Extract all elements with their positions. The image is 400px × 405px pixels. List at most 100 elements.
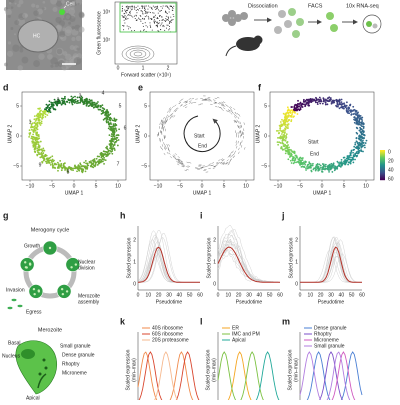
x-tick-label: 10	[226, 292, 232, 298]
event	[125, 11, 126, 12]
x-tick-label: 0	[73, 183, 76, 189]
x-tick-label: 0	[137, 292, 140, 298]
event	[126, 12, 127, 13]
mean-trace	[138, 247, 200, 282]
cell-point	[42, 114, 44, 116]
cell-point	[32, 133, 34, 135]
event	[138, 10, 139, 11]
cell-point	[328, 171, 330, 173]
nucleus	[61, 288, 63, 290]
event	[166, 19, 167, 20]
event	[172, 8, 173, 9]
x-axis-label: Forward scatter (×10⁵)	[121, 72, 171, 78]
cell-point	[293, 162, 295, 164]
y-tick-label: 5	[144, 103, 147, 109]
cell-point	[33, 118, 35, 120]
cell-point	[113, 148, 115, 150]
event	[134, 30, 135, 31]
cell-point	[307, 105, 309, 107]
event	[122, 10, 123, 11]
velocity-arrow	[162, 139, 163, 141]
event	[167, 25, 168, 26]
event	[153, 20, 154, 21]
cell-point	[114, 131, 116, 133]
cell-point	[310, 165, 312, 167]
velocity-arrow	[162, 148, 163, 150]
cell-point	[81, 170, 83, 172]
event	[150, 7, 151, 8]
cell-point	[286, 142, 288, 144]
velocity-arrow	[189, 162, 191, 163]
event	[141, 10, 142, 11]
cell-point	[31, 129, 33, 131]
cell-point	[340, 166, 342, 168]
colorbar-tick-label: 0	[388, 149, 391, 155]
cell-point	[40, 141, 42, 143]
cell-point	[356, 133, 358, 135]
cell-point	[79, 167, 81, 169]
cell-point	[74, 100, 76, 102]
velocity-arrow	[167, 144, 168, 146]
cell-point	[38, 143, 40, 145]
event	[160, 29, 161, 30]
texture	[15, 3, 17, 5]
cell-point	[297, 161, 299, 163]
stage-label: Invasion	[6, 287, 25, 293]
cell-point	[115, 127, 117, 129]
cell-point	[280, 142, 282, 144]
cell-point	[357, 112, 359, 114]
cell-point	[292, 158, 294, 160]
velocity-arrow	[187, 162, 189, 163]
event	[173, 14, 174, 15]
cell-point	[354, 153, 356, 155]
velocity-arrow	[231, 152, 232, 154]
cell-point	[361, 130, 363, 132]
cell-point	[55, 103, 57, 105]
cell-point	[86, 165, 88, 167]
cell-point	[86, 98, 88, 100]
x-axis-label: UMAP 1	[193, 190, 212, 196]
cell-point	[365, 142, 367, 144]
cell-point	[320, 165, 322, 167]
velocity-arrow	[230, 156, 232, 158]
event	[163, 25, 164, 26]
event	[142, 14, 143, 15]
cell-point	[42, 148, 44, 150]
velocity-arrow	[244, 122, 245, 124]
cell-point	[341, 159, 343, 161]
cell-point	[44, 111, 46, 113]
event	[124, 9, 125, 10]
velocity-arrow	[218, 103, 220, 104]
cell-point	[329, 164, 331, 166]
cell-point	[346, 110, 348, 112]
granule	[43, 359, 46, 362]
event	[167, 6, 168, 7]
cell-point	[113, 133, 115, 135]
bead	[373, 24, 378, 29]
event	[130, 11, 131, 12]
x-tick-label: −10	[26, 183, 35, 189]
velocity-arrow	[240, 122, 241, 124]
cell-point	[34, 130, 36, 132]
cell-point	[110, 145, 112, 147]
velocity-arrow	[223, 105, 225, 106]
velocity-arrow	[213, 100, 215, 101]
y-tick-label: 2	[295, 237, 298, 243]
velocity-arrow	[185, 170, 187, 171]
granule	[45, 367, 48, 370]
event	[151, 19, 152, 20]
cell-point	[278, 137, 280, 139]
cell-point	[356, 140, 358, 142]
cell-point	[85, 160, 87, 162]
texture	[10, 27, 13, 30]
cell-point	[95, 104, 97, 106]
cell-point	[325, 102, 327, 104]
cell-point	[325, 104, 327, 106]
texture	[79, 27, 85, 33]
texture	[68, 8, 75, 15]
cell-point	[107, 111, 109, 113]
event	[162, 8, 163, 9]
cell-point	[294, 151, 296, 153]
velocity-arrow	[238, 152, 239, 154]
cell-point	[290, 153, 292, 155]
